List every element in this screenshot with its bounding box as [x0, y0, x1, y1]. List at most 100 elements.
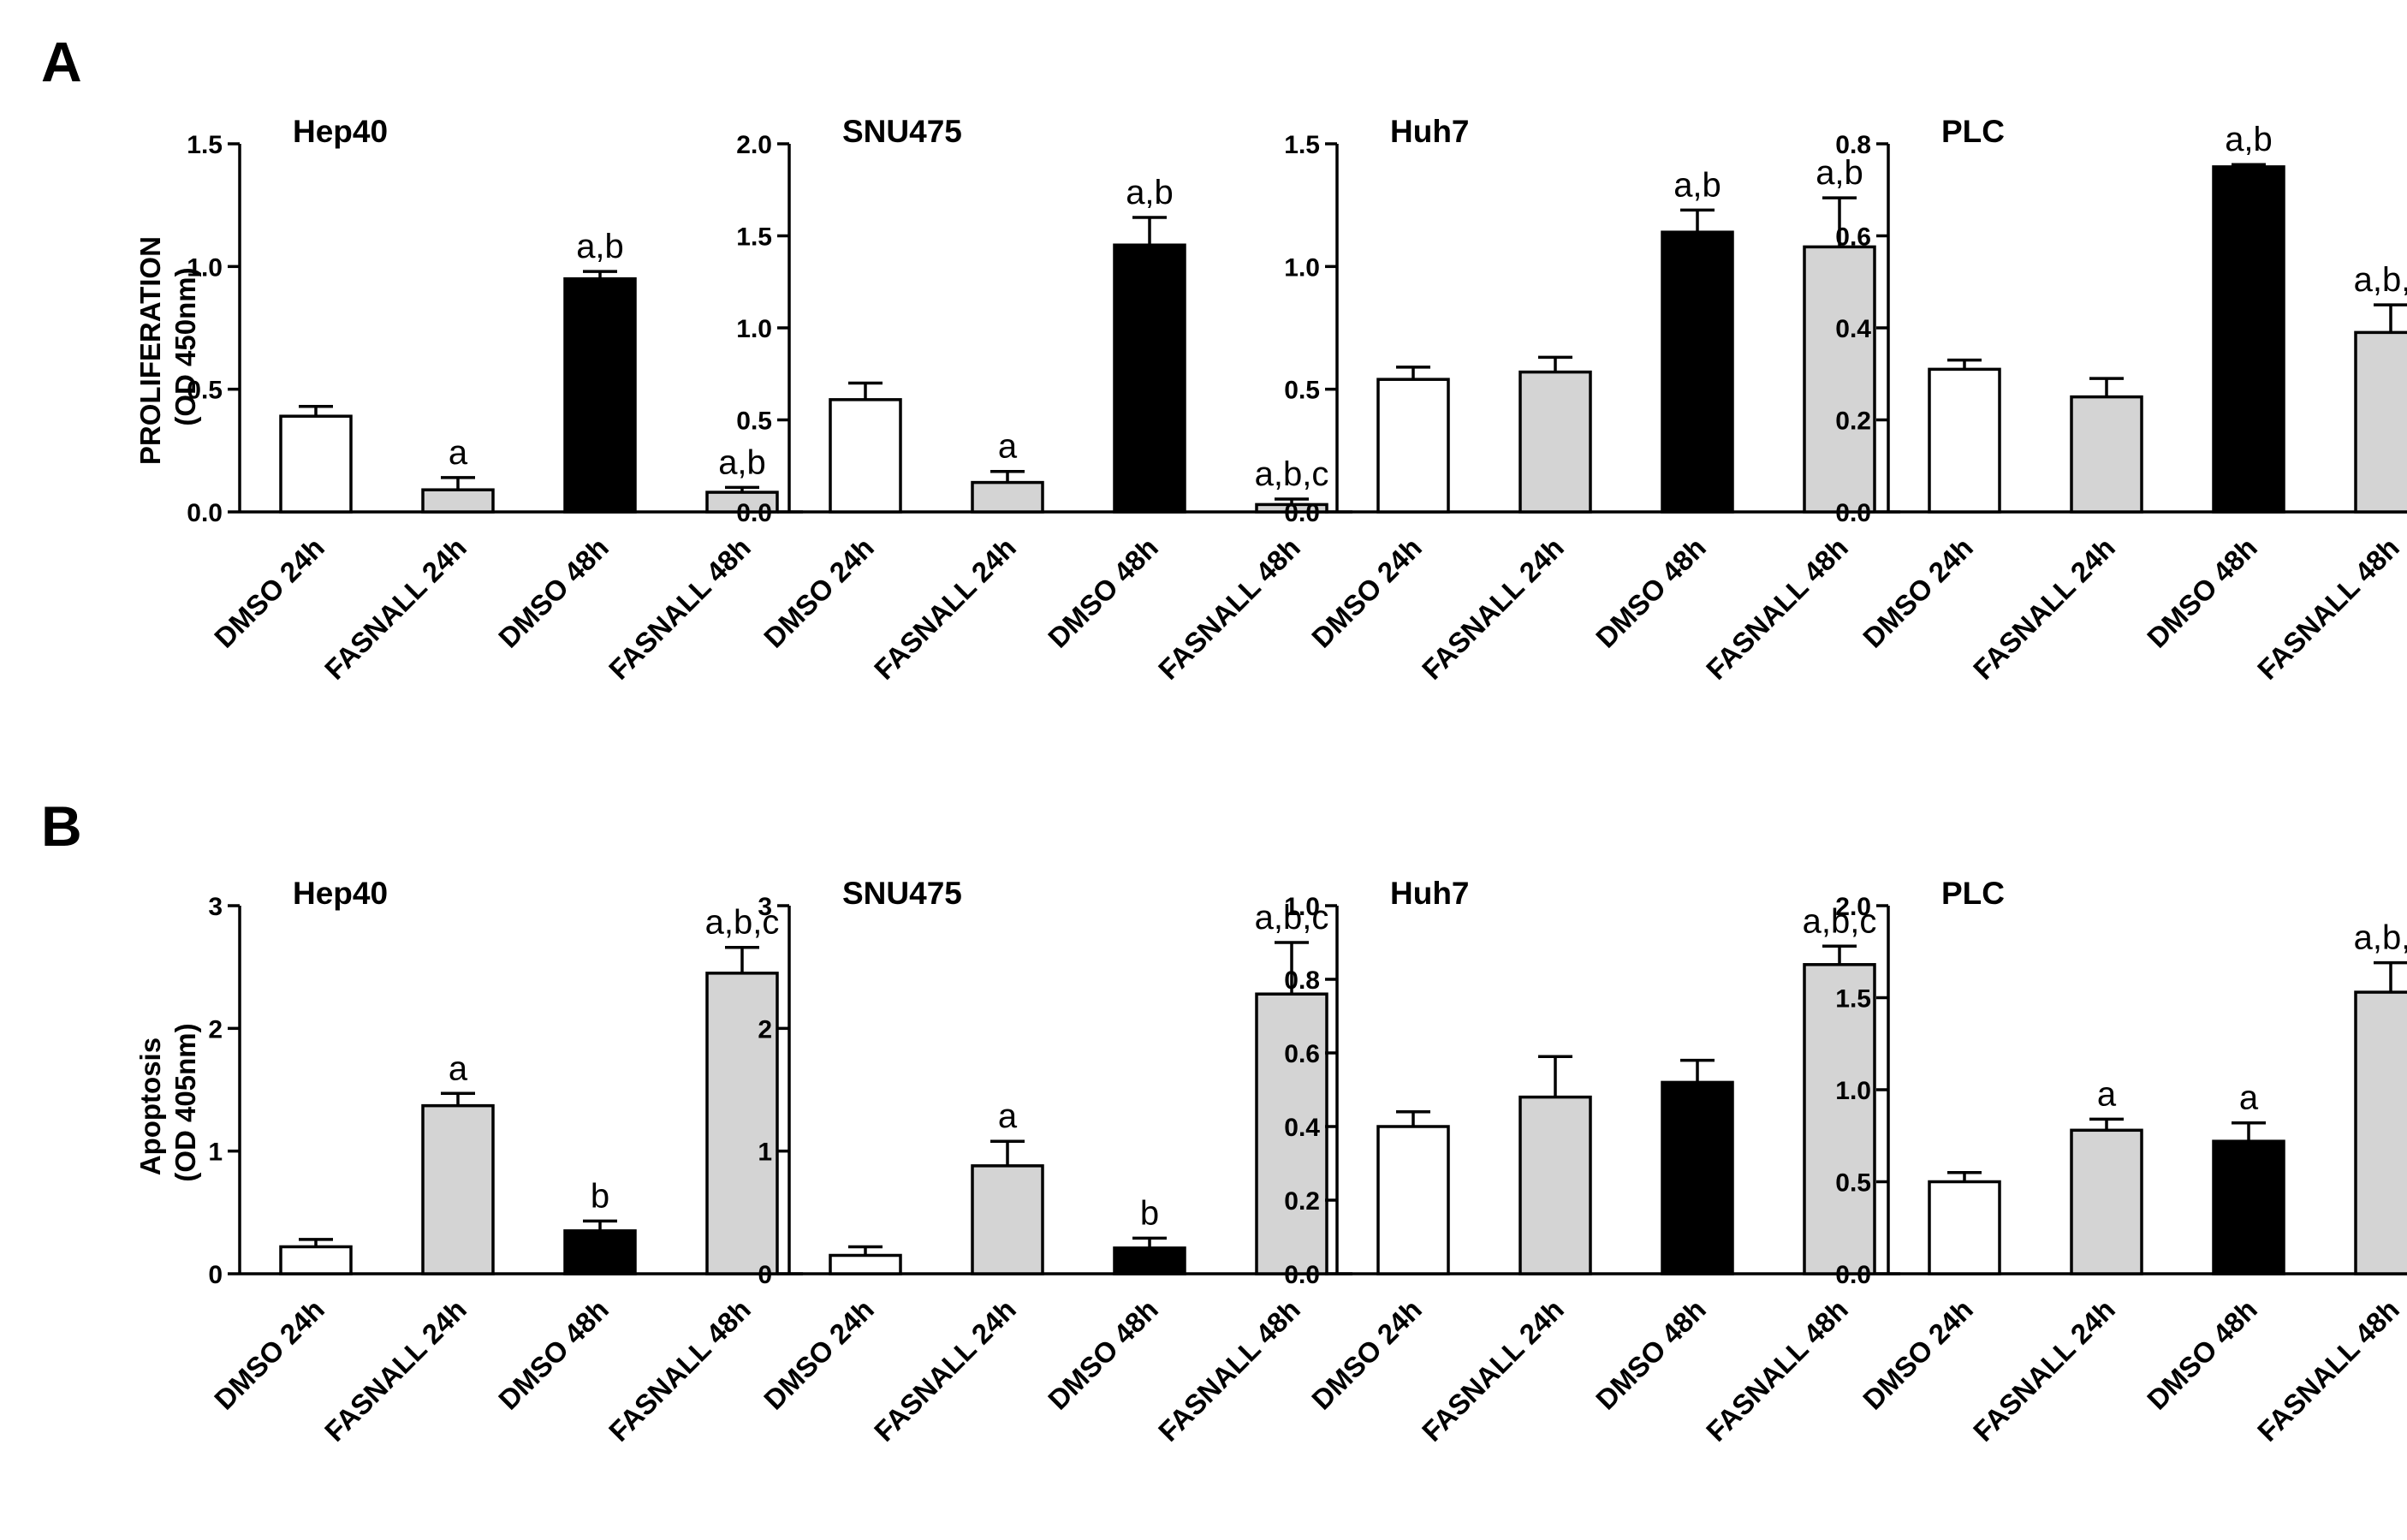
x-tick-label: FASNALL 48h: [2251, 532, 2405, 686]
y-tick-label: 2.0: [1835, 893, 1871, 921]
bar-annotation: a: [449, 434, 468, 472]
x-tick-label: DMSO 48h: [1042, 1293, 1164, 1416]
y-tick-label: 0.6: [1284, 1040, 1320, 1068]
x-tick-label: FASNALL 24h: [1416, 532, 1570, 686]
bar-fasnall-24h: [971, 480, 1044, 514]
y-tick-label: 0.0: [187, 499, 223, 527]
y-tick-label: 1.0: [1284, 253, 1320, 282]
y-tick-label: 0.8: [1835, 131, 1871, 159]
y-tick-label: 1.5: [187, 131, 223, 159]
x-tick-label: FASNALL 24h: [868, 1293, 1022, 1448]
bar-annotation: a,b: [1126, 174, 1174, 211]
bar-annotation: a,b,c: [2354, 919, 2407, 957]
bar-fasnall-24h: [2070, 1128, 2143, 1275]
bar-annotation: a,b,c: [2354, 261, 2407, 299]
chart-b-hep40: Hep40 0 1 2 3 DMSO 24h a FASNALL 24h b DMSO 48h a,…: [208, 876, 803, 1448]
charts-container: Hep40 0.0 0.5 1.0 1.5 DMSO 24h a FASNALL 24h a,b…: [187, 114, 2407, 1448]
bar-fasnall-24h: [1518, 1095, 1592, 1275]
bar-fasnall-24h: [2070, 395, 2143, 514]
x-tick-label: FASNALL 48h: [1700, 532, 1854, 686]
x-tick-label: DMSO 24h: [758, 532, 880, 654]
x-tick-label: FASNALL 24h: [1967, 1293, 2121, 1448]
y-tick-label: 0.0: [1835, 499, 1871, 527]
y-tick-label: 0: [208, 1261, 223, 1289]
y-tick-label: 2: [208, 1015, 223, 1044]
x-tick-label: DMSO 24h: [208, 532, 330, 654]
bar-fasnall-24h: [971, 1164, 1044, 1275]
bar-dmso-24h: [829, 398, 902, 514]
x-tick-label: DMSO 24h: [1305, 1293, 1428, 1416]
bar-annotation: a,b: [576, 228, 624, 265]
bar-annotation: a,b: [2225, 121, 2273, 158]
bar-dmso-24h: [1376, 378, 1450, 514]
y-tick-label: 0.0: [1284, 1261, 1320, 1289]
y-tick-label: 0.5: [736, 407, 772, 436]
y-tick-label: 1.5: [736, 223, 772, 252]
bar-fasnall-48h: [1803, 963, 1876, 1275]
bar-annotation: b: [1140, 1194, 1159, 1232]
y-tick-label: 0.4: [1284, 1114, 1320, 1142]
x-tick-label: DMSO 48h: [492, 532, 615, 654]
x-tick-label: FASNALL 24h: [318, 1293, 472, 1448]
bar-dmso-48h: [2212, 1139, 2285, 1275]
x-tick-label: FASNALL 24h: [318, 532, 472, 686]
bar-fasnall-48h: [2354, 330, 2407, 514]
y-tick-label: 1.0: [187, 253, 223, 282]
y-tick-label: 0.2: [1835, 407, 1871, 436]
ylabel-apoptosis: Apoptosis (OD 405nm): [134, 1023, 201, 1181]
x-tick-label: FASNALL 24h: [1416, 1293, 1570, 1448]
y-tick-label: 3: [208, 893, 223, 921]
ylabel-proliferation-line1: PROLIFERATION: [134, 236, 166, 465]
bar-fasnall-48h: [1255, 502, 1328, 514]
x-tick-label: FASNALL 24h: [1967, 532, 2121, 686]
x-tick-label: DMSO 48h: [2141, 532, 2263, 654]
bar-annotation: a,b,c: [1803, 902, 1877, 940]
chart-title: PLC: [1941, 114, 2005, 149]
ylabel-proliferation: PROLIFERATION (OD 450nm): [134, 229, 201, 465]
bar-dmso-48h: [1661, 1080, 1734, 1275]
x-tick-label: DMSO 24h: [1305, 532, 1428, 654]
bar-dmso-24h: [279, 1245, 353, 1275]
x-tick-label: DMSO 24h: [208, 1293, 330, 1416]
bar-dmso-48h: [1113, 243, 1186, 514]
x-tick-label: DMSO 24h: [1857, 532, 1979, 654]
bar-annotation: a: [2239, 1079, 2259, 1117]
x-tick-label: DMSO 48h: [1590, 532, 1712, 654]
bar-annotation: a,b,c: [1255, 899, 1329, 936]
chart-title: Hep40: [293, 876, 388, 911]
y-tick-label: 1: [208, 1139, 223, 1167]
y-tick-label: 0.5: [1835, 1169, 1871, 1198]
bar-fasnall-24h: [421, 488, 495, 514]
chart-title: Huh7: [1390, 876, 1470, 911]
x-tick-label: DMSO 48h: [1590, 1293, 1712, 1416]
x-tick-label: DMSO 48h: [2141, 1293, 2263, 1416]
y-tick-label: 1: [758, 1139, 772, 1167]
bar-annotation: a,b,c: [705, 904, 780, 942]
x-tick-label: FASNALL 48h: [603, 1293, 757, 1448]
bar-fasnall-48h: [1803, 245, 1876, 514]
x-tick-label: DMSO 48h: [1042, 532, 1164, 654]
y-tick-label: 1.5: [1284, 131, 1320, 159]
ylabel-apoptosis-line1: Apoptosis: [134, 1038, 166, 1175]
bar-annotation: a,b,c: [1255, 455, 1329, 493]
y-tick-label: 0.6: [1835, 223, 1871, 252]
y-tick-label: 1.0: [1835, 1077, 1871, 1105]
x-tick-label: DMSO 48h: [492, 1293, 615, 1416]
y-tick-label: 0.0: [1835, 1261, 1871, 1289]
x-tick-label: FASNALL 48h: [603, 532, 757, 686]
x-tick-label: DMSO 24h: [758, 1293, 880, 1416]
y-tick-label: 0.8: [1284, 966, 1320, 995]
y-tick-label: 1.0: [1284, 893, 1320, 921]
y-tick-label: 0.5: [1284, 377, 1320, 405]
bar-annotation: a,b: [718, 443, 766, 481]
bar-annotation: a: [2097, 1075, 2117, 1113]
y-tick-label: 0.0: [736, 499, 772, 527]
bar-dmso-24h: [1928, 1180, 2001, 1275]
chart-a-snu475: SNU475 0.0 0.5 1.0 1.5 2.0 DMSO 24h a FASNALL 24…: [736, 114, 1352, 686]
bar-fasnall-48h: [1255, 992, 1328, 1275]
chart-title: SNU475: [842, 114, 962, 149]
x-tick-label: FASNALL 48h: [1152, 532, 1306, 686]
y-tick-label: 2: [758, 1015, 772, 1044]
bar-fasnall-24h: [1518, 370, 1592, 514]
